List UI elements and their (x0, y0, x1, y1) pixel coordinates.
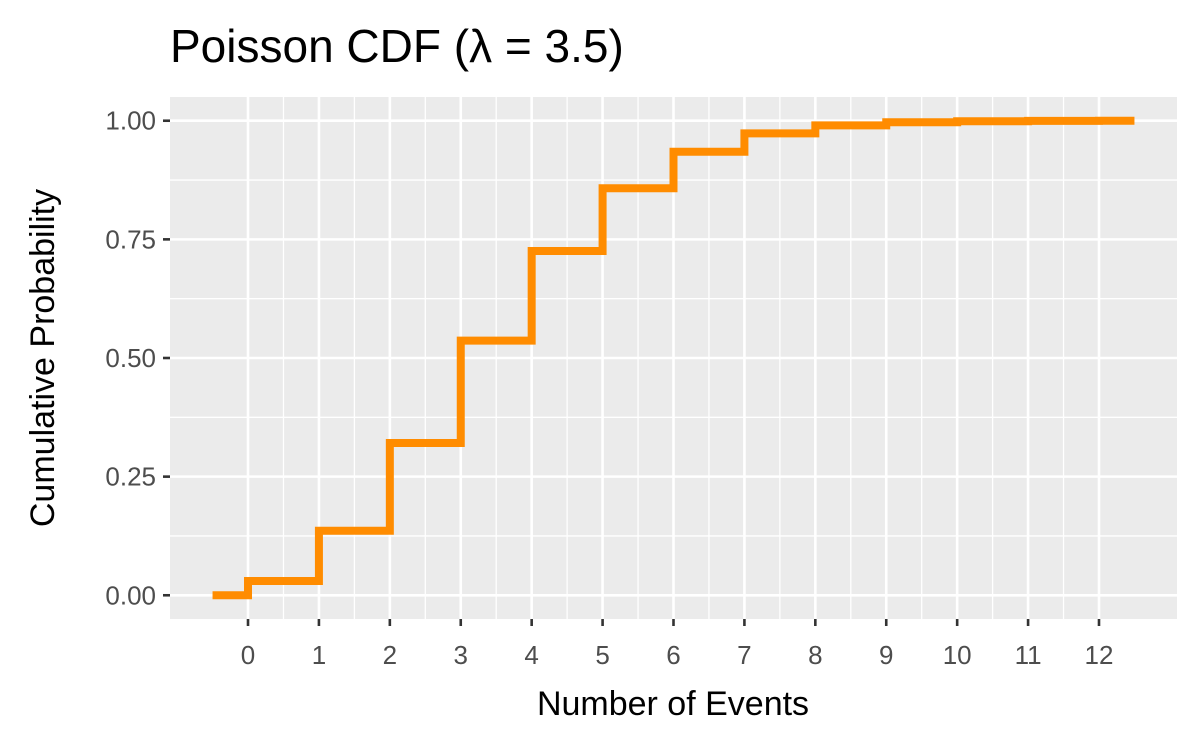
x-axis: 0 1 2 3 4 5 6 7 8 9 10 11 12 (241, 619, 1114, 670)
x-tick-label: 5 (595, 640, 609, 670)
x-tick-label: 12 (1085, 640, 1114, 670)
x-tick-label: 7 (737, 640, 751, 670)
x-tick-label: 2 (383, 640, 397, 670)
cdf-step-line (212, 116, 1135, 600)
y-tick-label: 1.00 (105, 106, 156, 136)
y-tick-label: 0.25 (105, 462, 156, 492)
x-tick-label: 6 (666, 640, 680, 670)
x-tick-label: 11 (1015, 640, 1042, 670)
series-layer (212, 116, 1135, 600)
y-tick-label: 0.75 (105, 224, 156, 254)
chart-title: Poisson CDF (λ = 3.5) (170, 20, 624, 72)
y-axis-title: Cumulative Probability (24, 189, 62, 527)
x-tick-label: 3 (454, 640, 468, 670)
x-tick-label: 8 (808, 640, 822, 670)
x-tick-label: 10 (943, 640, 972, 670)
major-gridlines (170, 97, 1177, 619)
x-tick-label: 4 (524, 640, 538, 670)
y-axis: 0.00 0.25 0.50 0.75 1.00 (105, 106, 170, 610)
y-tick-label: 0.50 (105, 343, 156, 373)
x-axis-title: Number of Events (537, 685, 809, 723)
x-tick-label: 1 (312, 640, 326, 670)
x-tick-label: 0 (241, 640, 255, 670)
y-tick-label: 0.00 (105, 580, 156, 610)
x-tick-label: 9 (879, 640, 893, 670)
